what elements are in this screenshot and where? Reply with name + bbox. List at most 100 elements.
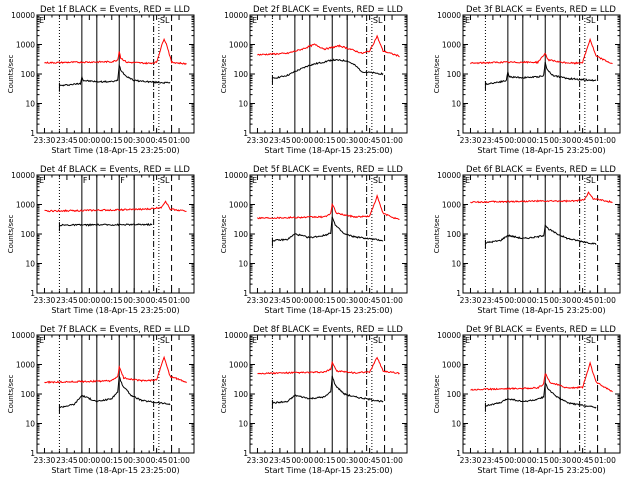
x-tick-label: 01:00	[594, 136, 616, 145]
y-tick-label: 1	[243, 289, 248, 298]
x-tick-label: 23:45	[56, 456, 78, 465]
x-tick-label: 00:00	[505, 136, 527, 145]
y-tick-label: 1000	[229, 361, 248, 370]
y-tick-label: 10000	[437, 331, 461, 340]
y-tick-label: 10	[25, 420, 35, 429]
y-tick-label: 1000	[16, 361, 35, 370]
x-axis-label: Start Time (18-Apr-15 23:25:00)	[51, 146, 179, 155]
x-tick-label: 00:30	[336, 456, 358, 465]
top-label-e: E	[465, 336, 470, 345]
y-axis-label: Counts/sec	[220, 215, 228, 254]
y-tick-label: 1	[30, 449, 35, 458]
plot-frame	[462, 174, 621, 294]
x-tick-label: 00:00	[292, 456, 314, 465]
y-tick-label: 10000	[11, 11, 35, 20]
x-tick-label: 23:30	[34, 136, 56, 145]
y-tick-label: 1	[456, 289, 461, 298]
top-label-e: E	[252, 16, 257, 25]
y-tick-label: 100	[234, 390, 249, 399]
top-label-e: E	[39, 16, 44, 25]
top-label-e: E	[39, 176, 44, 185]
y-tick-label: 1	[243, 449, 248, 458]
x-tick-label: 00:30	[549, 136, 571, 145]
x-tick-label: 00:30	[336, 296, 358, 305]
x-tick-label: 23:30	[460, 456, 482, 465]
x-tick-label: 23:30	[460, 136, 482, 145]
plot-frame	[462, 14, 621, 134]
x-axis-label: Start Time (18-Apr-15 23:25:00)	[264, 146, 392, 155]
x-tick-label: 23:45	[482, 136, 504, 145]
x-tick-label: 00:00	[505, 296, 527, 305]
y-tick-label: 1000	[16, 41, 35, 50]
y-tick-label: 10	[238, 420, 248, 429]
y-tick-label: 100	[447, 390, 462, 399]
x-tick-label: 23:30	[34, 456, 56, 465]
x-tick-label: 00:45	[146, 296, 168, 305]
panel-title: Det 9f BLACK = Events, RED = LLD	[466, 325, 616, 335]
x-tick-label: 00:15	[101, 456, 123, 465]
x-tick-label: 23:30	[247, 296, 269, 305]
y-tick-label: 100	[21, 70, 36, 79]
x-axis-label: Start Time (18-Apr-15 23:25:00)	[264, 306, 392, 315]
y-axis-label: Counts/sec	[7, 55, 15, 94]
panel-title: Det 6f BLACK = Events, RED = LLD	[466, 165, 616, 175]
events-series-line	[272, 58, 384, 79]
y-tick-label: 100	[447, 70, 462, 79]
lld-series-line	[470, 191, 613, 204]
x-tick-label: 23:45	[56, 136, 78, 145]
x-tick-label: 23:30	[247, 456, 269, 465]
y-tick-label: 10000	[224, 331, 248, 340]
x-tick-label: 23:45	[482, 456, 504, 465]
events-series-line	[58, 63, 171, 87]
x-tick-label: 00:15	[527, 456, 549, 465]
lld-series-line	[44, 200, 187, 213]
y-tick-label: 100	[234, 70, 249, 79]
top-label-e: E	[465, 176, 470, 185]
lld-series-line	[470, 37, 613, 65]
panel-title: Det 7f BLACK = Events, RED = LLD	[40, 325, 190, 335]
plot-panel-9: Det 9f BLACK = Events, RED = LLD 1 10 100 10…	[433, 325, 621, 475]
x-axis-label: Start Time (18-Apr-15 23:25:00)	[264, 466, 392, 475]
x-tick-label: 23:45	[269, 136, 291, 145]
marker-label: SL	[373, 176, 383, 185]
events-series-line	[485, 61, 597, 86]
x-tick-label: 01:00	[168, 136, 190, 145]
marker-label: SL	[586, 176, 596, 185]
x-tick-label: 23:30	[460, 296, 482, 305]
events-series-line	[272, 375, 384, 404]
x-tick-label: 01:00	[168, 456, 190, 465]
top-label-e: E	[252, 336, 257, 345]
events-series-line	[485, 381, 597, 409]
y-tick-label: 10	[25, 100, 35, 109]
plot-panel-2: Det 2f BLACK = Events, RED = LLD 1 10 100 10…	[220, 5, 408, 155]
lld-series-line	[257, 356, 400, 375]
y-tick-label: 100	[234, 230, 249, 239]
x-tick-label: 23:45	[269, 456, 291, 465]
x-tick-label: 00:15	[314, 136, 336, 145]
panel-title: Det 1f BLACK = Events, RED = LLD	[40, 5, 190, 15]
x-tick-label: 00:30	[123, 136, 145, 145]
x-tick-label: 00:45	[572, 136, 594, 145]
marker-label: SL	[373, 336, 383, 345]
plot-panel-1: Det 1f BLACK = Events, RED = LLD 1 10 100 10…	[7, 5, 195, 155]
marker-label: SL	[373, 16, 383, 25]
y-tick-label: 10000	[437, 171, 461, 180]
events-series-line	[59, 374, 171, 409]
x-tick-label: 01:00	[168, 296, 190, 305]
y-tick-label: 1000	[442, 41, 461, 50]
x-axis-label: Start Time (18-Apr-15 23:25:00)	[477, 466, 605, 475]
x-tick-label: 23:45	[56, 296, 78, 305]
y-tick-label: 1000	[229, 201, 248, 210]
panel-title: Det 8f BLACK = Events, RED = LLD	[253, 325, 403, 335]
lld-series-line	[257, 34, 400, 58]
marker-label: SL	[160, 176, 170, 185]
y-axis-label: Counts/sec	[220, 55, 228, 94]
y-tick-label: 10	[25, 260, 35, 269]
y-axis-label: Counts/sec	[433, 55, 441, 94]
x-tick-label: 01:00	[381, 136, 403, 145]
plot-panel-7: Det 7f BLACK = Events, RED = LLD 1 10 100 10…	[7, 325, 195, 475]
x-tick-label: 00:30	[549, 456, 571, 465]
y-axis-label: Counts/sec	[220, 375, 228, 414]
events-series-line	[272, 216, 384, 242]
